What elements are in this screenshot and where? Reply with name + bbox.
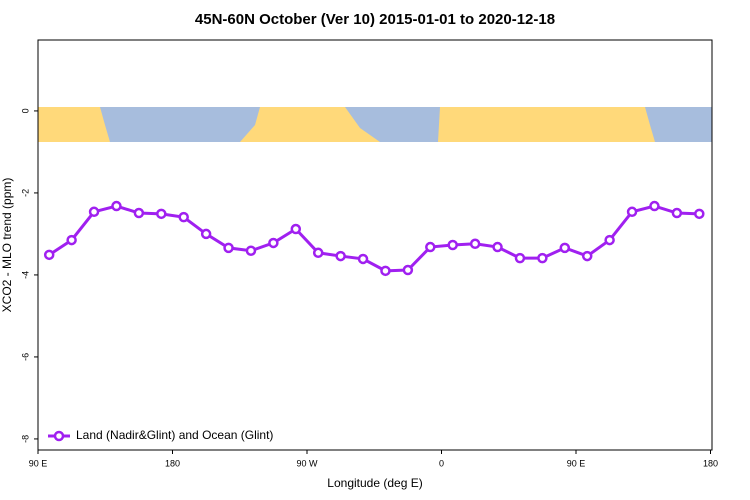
point <box>402 264 414 276</box>
point <box>200 228 212 240</box>
x-tick-label: 180 <box>165 458 180 468</box>
point <box>178 211 189 223</box>
point <box>447 239 458 251</box>
point <box>537 252 548 264</box>
point <box>626 206 638 218</box>
point <box>671 207 683 219</box>
ocean <box>345 107 440 142</box>
point <box>133 207 145 219</box>
y-tick-label: -4 <box>20 271 30 279</box>
point <box>290 223 302 235</box>
x-tick-label: 90 W <box>296 458 318 468</box>
point <box>268 237 279 249</box>
map-strip <box>38 107 712 142</box>
x-tick-label: 90 E <box>567 458 586 468</box>
point <box>88 206 100 218</box>
x-tick-label: 0 <box>439 458 444 468</box>
point <box>559 242 571 254</box>
point <box>492 241 503 253</box>
chart-title: 45N-60N October (Ver 10) 2015-01-01 to 2… <box>195 11 555 28</box>
point <box>694 208 705 220</box>
point <box>111 200 122 212</box>
point <box>66 234 77 246</box>
plot-frame <box>37 39 713 451</box>
y-tick-label: -8 <box>20 435 30 443</box>
point <box>43 249 55 261</box>
point <box>649 200 660 212</box>
y-axis-label: XCO2 - MLO trend (ppm) <box>0 178 14 313</box>
point <box>156 208 167 220</box>
legend-marker <box>53 430 65 442</box>
legend-label: Land (Nadir&Glint) and Ocean (Glint) <box>76 428 273 442</box>
x-tick-label: 90 E <box>29 458 48 468</box>
y-tick-label: -2 <box>20 189 30 197</box>
point <box>425 241 436 253</box>
point <box>469 238 481 250</box>
point <box>604 234 615 246</box>
point <box>514 252 526 264</box>
point <box>581 250 593 262</box>
x-axis-label: Longitude (deg E) <box>327 476 422 490</box>
point <box>335 250 346 262</box>
point <box>380 265 391 277</box>
x-tick-label: 180 <box>703 458 718 468</box>
ocean <box>100 107 260 142</box>
point <box>312 247 324 259</box>
point <box>357 253 369 265</box>
point <box>223 242 234 254</box>
ocean <box>645 107 712 142</box>
point <box>245 245 257 256</box>
y-tick-label: -6 <box>20 353 30 361</box>
y-tick-label: 0 <box>20 108 30 113</box>
series-line <box>48 204 700 273</box>
